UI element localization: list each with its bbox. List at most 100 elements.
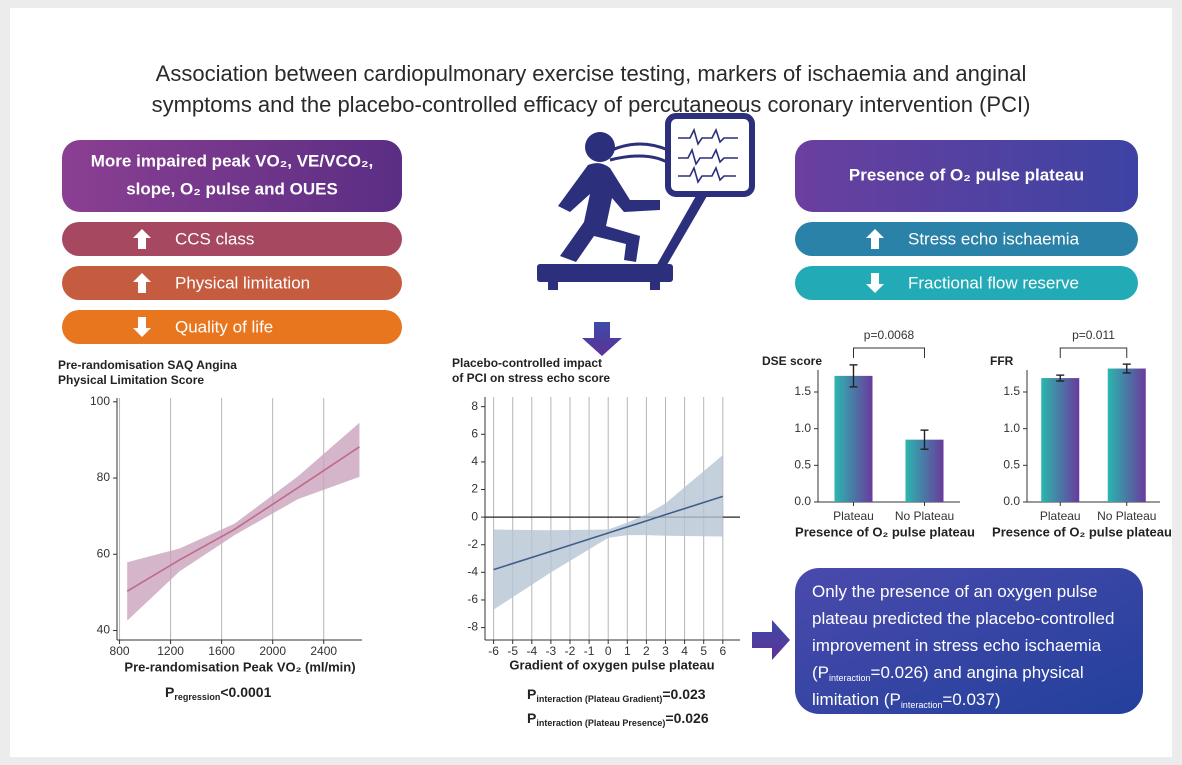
error-bar: [1122, 363, 1131, 374]
y-tick-label: 40: [97, 623, 111, 637]
y-tick-label: 80: [97, 470, 111, 484]
comparison-bracket: [1059, 347, 1128, 358]
x-tick-label: 3: [662, 644, 669, 658]
text-part: Only the presence of an oxygen pulse: [812, 582, 1097, 601]
regression-line: [126, 446, 360, 592]
x-tick-label: Plateau: [833, 509, 874, 523]
down-arrow: [582, 322, 622, 356]
y-tick-label: 0.0: [1003, 494, 1020, 508]
x-tick-label: 2000: [259, 644, 286, 658]
x-tick-label: 1: [624, 644, 631, 658]
x-tick-label: -4: [526, 644, 537, 658]
treadmill-icon: [537, 113, 755, 290]
text-part: <0.0001: [220, 684, 271, 700]
panel-item-text: CCS class: [175, 229, 254, 248]
x-tick-label: 4: [681, 644, 688, 658]
x-tick-label: 6: [719, 644, 726, 658]
p-value: Pinteraction (Plateau Gradient)=0.023: [527, 686, 706, 705]
chart-title: of PCI on stress echo score: [452, 371, 610, 385]
direction-arrow: [133, 273, 151, 293]
comparison-p-value: p=0.011: [1072, 328, 1115, 342]
x-tick-label: 1600: [208, 644, 235, 658]
p-value: Pinteraction (Plateau Presence)=0.026: [527, 710, 709, 729]
page-title: Association between cardiopulmonary exer…: [156, 61, 1027, 86]
conclusion-text: improvement in stress echo ischaemia: [812, 636, 1102, 655]
panel-item-text: Fractional flow reserve: [908, 273, 1079, 292]
y-tick-label: 2: [471, 482, 478, 496]
y-tick-label: 0: [471, 509, 478, 523]
x-tick-label: 5: [700, 644, 707, 658]
x-tick-label: 0: [605, 644, 612, 658]
y-tick-label: 6: [471, 426, 478, 440]
error-bar: [920, 429, 929, 450]
comparison-bracket: [853, 347, 925, 358]
text-part: plateau predicted the placebo-controlled: [812, 609, 1114, 628]
x-tick-label: Plateau: [1040, 509, 1081, 523]
text-part: interaction (Plateau Gradient): [536, 694, 662, 704]
x-tick-label: -1: [584, 644, 595, 658]
conclusion-box: [795, 568, 1143, 714]
chart-title: Physical Limitation Score: [58, 373, 204, 387]
direction-arrow: [866, 273, 884, 293]
text-part: =0.023: [662, 686, 705, 702]
chart-title: Pre-randomisation SAQ Angina: [58, 358, 237, 372]
x-tick-label: -3: [546, 644, 557, 658]
y-tick-label: -6: [467, 592, 478, 606]
panel-item-text: Stress echo ischaemia: [908, 229, 1080, 248]
x-tick-label: No Plateau: [1097, 509, 1156, 523]
panel-item-text: Physical limitation: [175, 273, 310, 292]
conclusion-text: limitation (Pinteraction=0.037): [812, 690, 1000, 710]
x-tick-label: -2: [565, 644, 576, 658]
text-part: regression: [174, 692, 220, 702]
text-part: P: [527, 686, 536, 702]
text-part: P: [527, 710, 536, 726]
panel-header: [795, 140, 1138, 212]
y-tick-label: -2: [467, 537, 478, 551]
text-part: (P: [812, 663, 829, 682]
bar: [905, 439, 944, 502]
text-part: interaction: [901, 700, 943, 710]
y-tick-label: 0.0: [794, 494, 811, 508]
panel-item: [795, 222, 1138, 256]
panel-item: [795, 266, 1138, 300]
x-tick-label: 1200: [157, 644, 184, 658]
panel-item: [62, 310, 402, 344]
x-tick-label: No Plateau: [895, 509, 954, 523]
y-tick-label: -8: [467, 620, 478, 634]
text-part: =0.037): [942, 690, 1000, 709]
text-part: =0.026: [665, 710, 708, 726]
bar: [834, 375, 873, 502]
chart-title: Placebo-controlled impact: [452, 356, 602, 370]
error-bar: [849, 364, 858, 388]
x-tick-label: 2400: [310, 644, 337, 658]
panel-header-text: Presence of O₂ pulse plateau: [849, 165, 1084, 184]
x-tick-label: 800: [110, 644, 130, 658]
y-tick-label: 1.0: [794, 421, 811, 435]
y-tick-label: -4: [467, 565, 478, 579]
bar: [1107, 368, 1146, 502]
conclusion-text: plateau predicted the placebo-controlled: [812, 609, 1114, 628]
right-arrow: [752, 620, 790, 660]
y-tick-label: 0.5: [1003, 458, 1020, 472]
y-tick-label: 0.5: [794, 458, 811, 472]
text-part: limitation (P: [812, 690, 901, 709]
text-part: P: [165, 684, 174, 700]
panel-item: [62, 266, 402, 300]
x-axis-label: Gradient of oxygen pulse plateau: [509, 657, 714, 672]
error-bar: [1056, 374, 1065, 382]
text-part: interaction: [829, 673, 871, 683]
panel-item-text: Quality of life: [175, 317, 273, 336]
x-tick-label: -5: [507, 644, 518, 658]
page-title: symptoms and the placebo-controlled effi…: [152, 92, 1031, 117]
direction-arrow: [866, 229, 884, 249]
conclusion-text: (Pinteraction=0.026) and angina physical: [812, 663, 1084, 683]
x-axis-label: Pre-randomisation Peak VO₂ (ml/min): [124, 659, 355, 674]
y-tick-label: 8: [471, 399, 478, 413]
y-axis-label: FFR: [990, 354, 1014, 368]
comparison-p-value: p=0.0068: [864, 328, 915, 342]
x-axis-label: Presence of O₂ pulse plateau: [992, 524, 1172, 539]
y-tick-label: 1.0: [1003, 421, 1020, 435]
direction-arrow: [133, 317, 151, 337]
y-axis-label: DSE score: [762, 354, 822, 368]
